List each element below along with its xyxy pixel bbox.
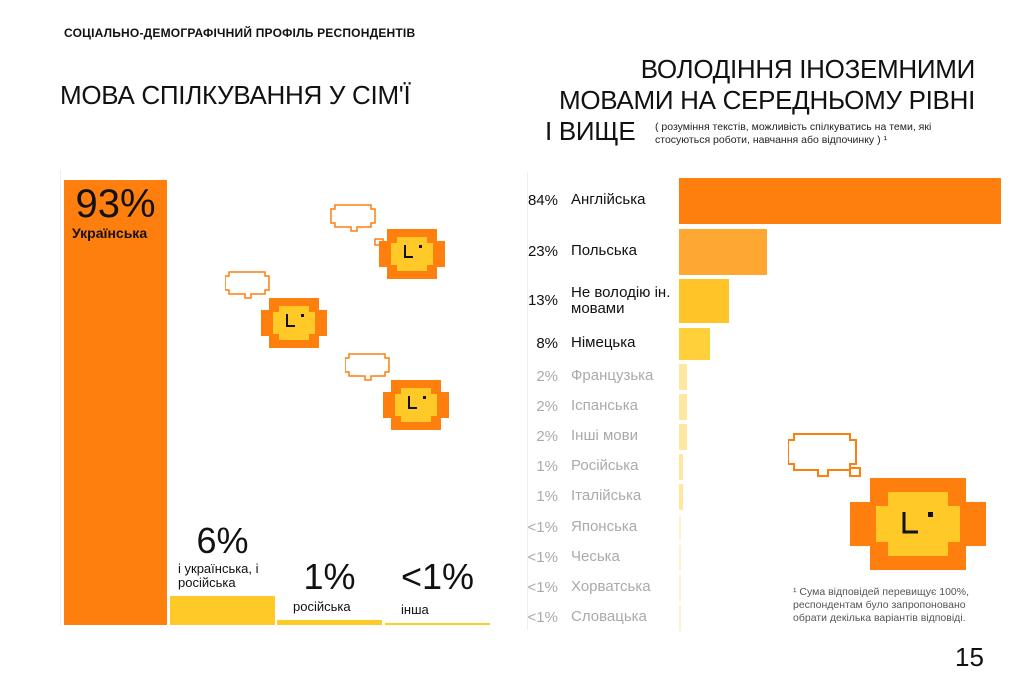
right-bar-pct: <1% [527,609,558,626]
right-bar-pct: <1% [527,549,558,566]
right-bar-label: Польська [571,242,637,259]
right-bar-label: Російська [571,457,639,474]
left-bar [277,620,382,625]
right-bar [679,328,710,360]
right-bar-label: Чеська [571,548,620,565]
thought-bubble-icon [788,433,857,477]
right-bar-pct: 8% [536,335,558,352]
right-axis [527,172,528,630]
right-bar-label: Італійська [571,487,642,504]
left-bar-label: інша [401,602,429,617]
left-bar-label: Українська [72,225,148,241]
right-bar-pct: 2% [536,368,558,385]
right-bar [679,515,681,541]
thought-bubble-icon [330,204,376,232]
sun-face-icon [788,433,986,570]
right-bar-pct: 1% [536,458,558,475]
thought-bubble-icon [225,271,270,299]
sun-face-icon [345,353,449,430]
right-bar-label: Словацька [571,608,647,625]
right-bar [679,454,683,480]
right-bar-pct: 13% [527,292,558,309]
right-bar [679,178,1001,224]
right-bar-label: Англійська [571,191,646,208]
right-bar-pct: 2% [536,428,558,445]
right-bar-label: Іспанська [571,397,638,414]
right-bar [679,364,687,390]
right-bar-label: Хорватська [571,578,651,595]
left-bar [170,596,275,625]
right-bar-pct: <1% [527,579,558,596]
left-chart-title: МОВА СПІЛКУВАННЯ У СІМ'Ї [60,80,411,110]
sun-face-icon [225,271,327,348]
left-bar-pct: 6% [196,520,249,561]
left-axis [60,170,61,626]
right-bar [679,229,768,275]
right-bar [679,605,681,631]
thought-bubble-icon [345,353,390,381]
section-title: СОЦІАЛЬНО-ДЕМОГРАФІЧНИЙ ПРОФІЛЬ РЕСПОНДЕ… [64,26,416,40]
right-bar-pct: 2% [536,398,558,415]
sun-face-icon [330,204,445,279]
right-chart-title: ВОЛОДІННЯ ІНОЗЕМНИМИ МОВАМИ НА СЕРЕДНЬОМ… [520,54,975,116]
left-bar-pct: 1% [303,556,356,597]
left-bar-label: і українська, і російська [178,561,259,590]
right-bar [679,545,681,571]
footnote: ¹ Сума відповідей перевищує 100%, респон… [793,586,970,624]
left-bar [385,622,490,625]
right-bar-label: Не володію ін. мовами [571,284,671,317]
right-bar-label: Інші мови [571,427,638,444]
right-bar-pct: 84% [527,192,558,209]
right-bar [679,424,687,450]
left-bar-pct: 93% [75,182,156,226]
right-bar [679,484,683,510]
page-number: 15 [955,642,984,672]
left-bar-pct: <1% [400,556,475,597]
right-bar-pct: <1% [527,519,558,536]
right-chart-subtitle: ( розуміння текстів, можливість спілкува… [655,121,932,146]
right-title-line2: МОВАМИ НА СЕРЕДНЬОМУ РІВНІ [558,85,975,115]
right-bar-pct: 23% [527,243,558,260]
left-bar-label: російська [293,599,351,614]
right-title-line3: І ВИЩЕ [545,116,636,146]
right-bar-label: Французька [571,367,654,384]
right-bar [679,394,687,420]
right-bar [679,575,681,601]
right-bar [679,279,729,323]
right-bar-label: Німецька [571,334,636,351]
right-title-line1: ВОЛОДІННЯ ІНОЗЕМНИМИ [640,54,976,84]
right-bar-label: Японська [571,518,638,535]
left-bar [64,180,167,625]
right-bar-pct: 1% [536,488,558,505]
